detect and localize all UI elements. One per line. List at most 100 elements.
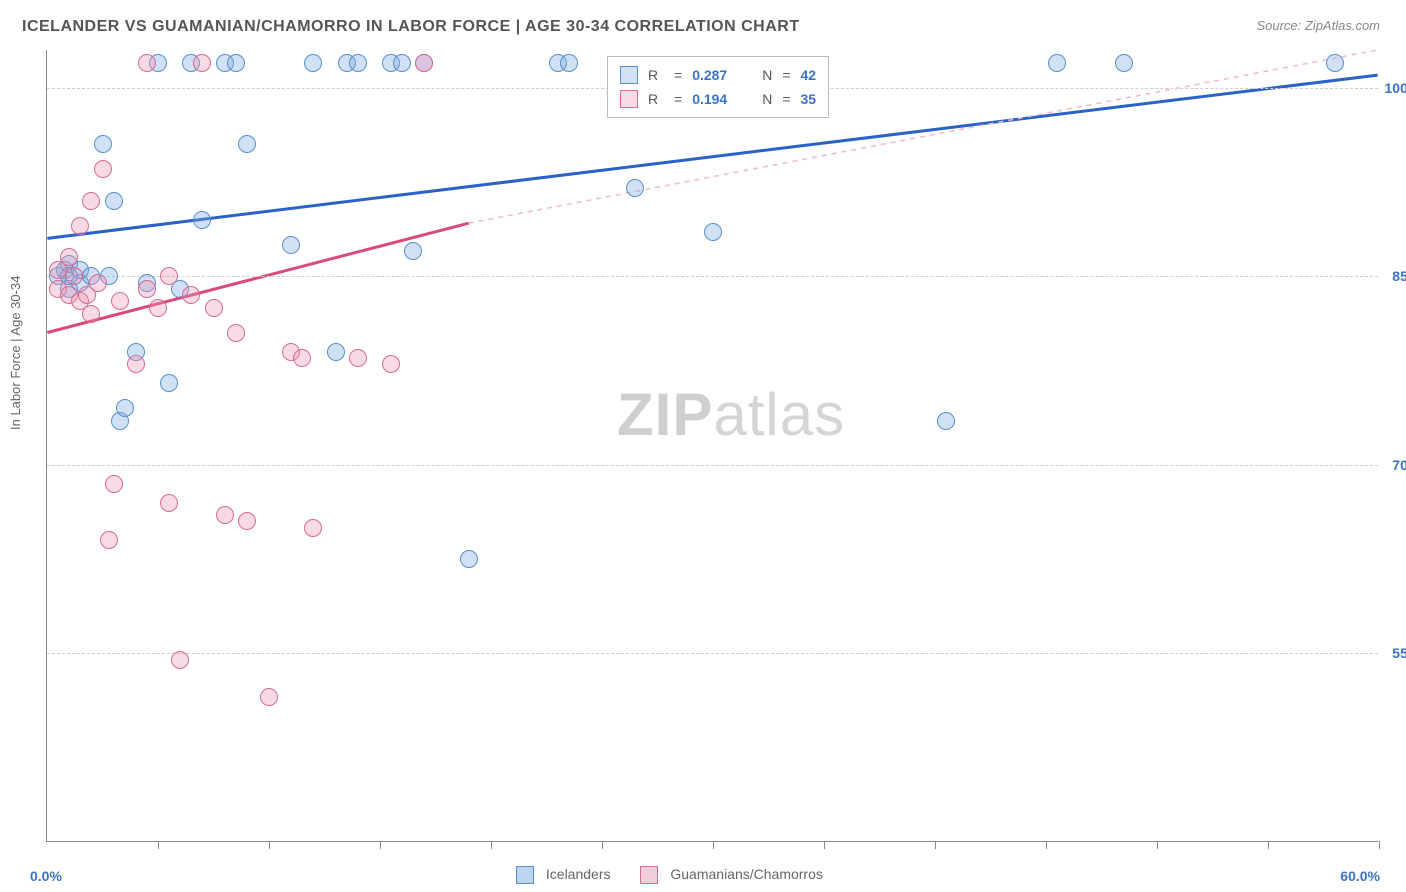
scatter-point: [1115, 54, 1133, 72]
scatter-point: [238, 512, 256, 530]
scatter-point: [304, 519, 322, 537]
x-tick: [491, 841, 492, 849]
scatter-point: [937, 412, 955, 430]
scatter-point: [382, 355, 400, 373]
scatter-point: [116, 399, 134, 417]
scatter-point: [704, 223, 722, 241]
legend-swatch-guamanians: [640, 866, 658, 884]
scatter-point: [349, 349, 367, 367]
legend-item-guamanians: Guamanians/Chamorros: [640, 866, 822, 884]
scatter-point: [100, 531, 118, 549]
gridline-horizontal: [47, 465, 1378, 466]
scatter-point: [105, 192, 123, 210]
scatter-point: [205, 299, 223, 317]
scatter-point: [94, 160, 112, 178]
scatter-point: [415, 54, 433, 72]
scatter-point: [149, 299, 167, 317]
x-tick: [1379, 841, 1380, 849]
scatter-point: [65, 267, 83, 285]
scatter-point: [111, 292, 129, 310]
x-tick: [1046, 841, 1047, 849]
legend-swatch-icelanders: [516, 866, 534, 884]
scatter-point: [216, 506, 234, 524]
scatter-point: [71, 217, 89, 235]
scatter-point: [404, 242, 422, 260]
chart-plot-area: ZIPatlas 55.0%70.0%85.0%100.0%R=0.287N=4…: [46, 50, 1378, 842]
n-value: 42: [801, 67, 817, 83]
scatter-point: [238, 135, 256, 153]
x-tick: [380, 841, 381, 849]
y-tick-label: 55.0%: [1392, 645, 1406, 661]
n-label: N: [762, 91, 772, 107]
scatter-point: [1048, 54, 1066, 72]
scatter-point: [160, 374, 178, 392]
legend-label-guamanians: Guamanians/Chamorros: [670, 866, 823, 882]
scatter-point: [227, 324, 245, 342]
stats-swatch: [620, 66, 638, 84]
x-tick: [935, 841, 936, 849]
n-value: 35: [801, 91, 817, 107]
x-tick: [602, 841, 603, 849]
scatter-point: [349, 54, 367, 72]
equals-sign: =: [674, 67, 682, 83]
scatter-point: [60, 248, 78, 266]
r-label: R: [648, 91, 664, 107]
y-tick-label: 70.0%: [1392, 457, 1406, 473]
y-tick-label: 85.0%: [1392, 268, 1406, 284]
stats-legend-box: R = 0.287 N = 42 R = 0.194 N = 35: [607, 56, 829, 118]
scatter-point: [160, 267, 178, 285]
scatter-point: [304, 54, 322, 72]
r-value: 0.287: [692, 67, 742, 83]
r-label: R: [648, 67, 664, 83]
legend-item-icelanders: Icelanders: [516, 866, 610, 884]
scatter-point: [626, 179, 644, 197]
n-label: N: [762, 67, 772, 83]
scatter-point: [193, 211, 211, 229]
x-tick: [269, 841, 270, 849]
x-tick: [1268, 841, 1269, 849]
scatter-point: [105, 475, 123, 493]
y-axis-label: In Labor Force | Age 30-34: [8, 276, 23, 430]
scatter-point: [560, 54, 578, 72]
r-value: 0.194: [692, 91, 742, 107]
x-tick: [824, 841, 825, 849]
equals-sign: =: [782, 67, 790, 83]
regression-lines-layer: [47, 50, 1378, 841]
scatter-point: [127, 355, 145, 373]
scatter-point: [82, 192, 100, 210]
scatter-point: [82, 305, 100, 323]
x-tick: [713, 841, 714, 849]
scatter-point: [138, 54, 156, 72]
scatter-point: [227, 54, 245, 72]
scatter-point: [282, 236, 300, 254]
scatter-point: [182, 286, 200, 304]
chart-title: ICELANDER VS GUAMANIAN/CHAMORRO IN LABOR…: [22, 18, 800, 36]
equals-sign: =: [782, 91, 790, 107]
stats-swatch: [620, 90, 638, 108]
scatter-point: [293, 349, 311, 367]
scatter-point: [94, 135, 112, 153]
x-tick: [158, 841, 159, 849]
scatter-point: [460, 550, 478, 568]
y-tick-label: 100.0%: [1385, 80, 1406, 96]
scatter-point: [171, 651, 189, 669]
scatter-point: [327, 343, 345, 361]
scatter-point: [1326, 54, 1344, 72]
scatter-point: [393, 54, 411, 72]
scatter-point: [193, 54, 211, 72]
x-axis-max-label: 60.0%: [1340, 868, 1380, 884]
legend-label-icelanders: Icelanders: [546, 866, 611, 882]
scatter-point: [260, 688, 278, 706]
stats-legend-row: R = 0.287 N = 42: [620, 63, 816, 87]
scatter-point: [89, 274, 107, 292]
source-attribution: Source: ZipAtlas.com: [1256, 18, 1380, 33]
x-tick: [1157, 841, 1158, 849]
watermark-text: ZIPatlas: [617, 380, 845, 449]
legend-bottom: Icelanders Guamanians/Chamorros: [516, 866, 823, 884]
x-axis-min-label: 0.0%: [30, 868, 62, 884]
scatter-point: [160, 494, 178, 512]
gridline-horizontal: [47, 276, 1378, 277]
stats-legend-row: R = 0.194 N = 35: [620, 87, 816, 111]
scatter-point: [138, 280, 156, 298]
equals-sign: =: [674, 91, 682, 107]
